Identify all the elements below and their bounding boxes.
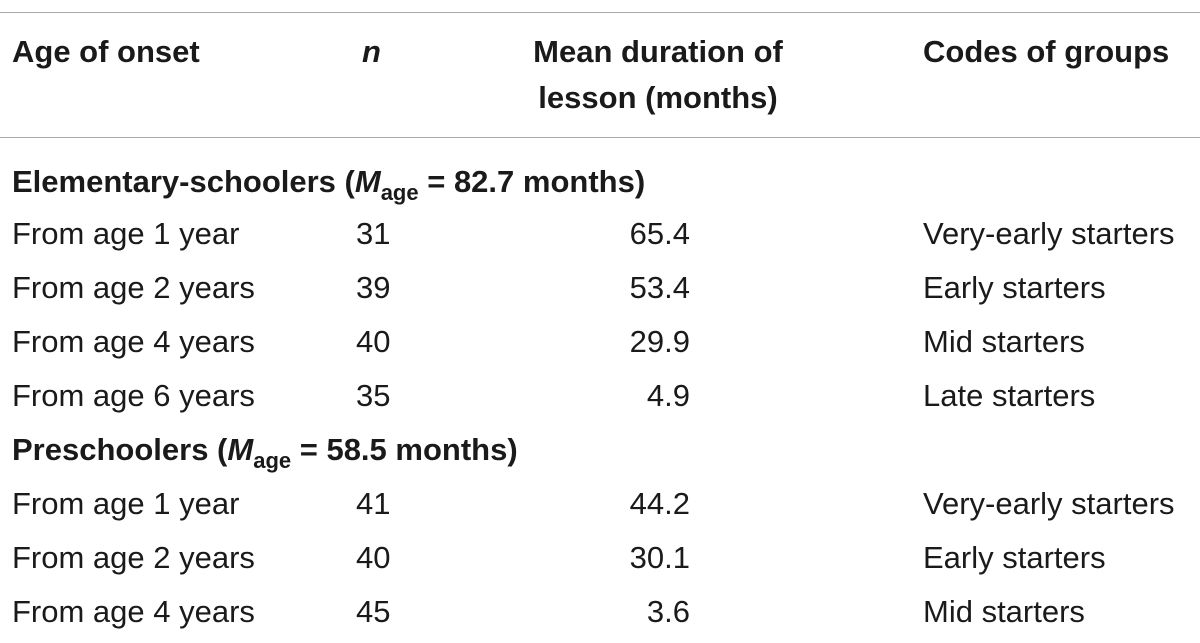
section-title-suffix: = 58.5 months) [291, 432, 518, 467]
header-age-of-onset: Age of onset [12, 34, 200, 69]
section-title-sub: age [253, 448, 292, 473]
cell-code: Early starters [923, 540, 1106, 575]
cell-code: Very-early starters [923, 486, 1175, 521]
section-title-elementary: Elementary-schoolers (Mage = 82.7 months… [12, 162, 646, 205]
cell-code: Late starters [923, 378, 1096, 413]
cell-n: 39 [356, 270, 391, 305]
cell-n: 31 [356, 216, 391, 251]
cell-age: From age 1 year [12, 216, 240, 251]
cell-age: From age 2 years [12, 540, 255, 575]
header-mean-duration-line2: lesson (months) [538, 80, 778, 115]
cell-duration: 53.4 [629, 270, 690, 305]
cell-code: Very-early starters [923, 216, 1175, 251]
cell-n: 41 [356, 486, 391, 521]
section-title-prefix: Preschoolers ( [12, 432, 228, 467]
cell-age: From age 4 years [12, 324, 255, 359]
section-title-m: M [354, 164, 381, 199]
cell-code: Mid starters [923, 594, 1085, 629]
header-n: n [362, 34, 381, 69]
cell-n: 40 [356, 324, 391, 359]
cell-code: Mid starters [923, 324, 1085, 359]
cell-age: From age 6 years [12, 378, 255, 413]
cell-n: 35 [356, 378, 391, 413]
cell-age: From age 2 years [12, 270, 255, 305]
section-title-preschoolers: Preschoolers (Mage = 58.5 months) [12, 430, 518, 473]
cell-duration: 3.6 [646, 594, 690, 629]
cell-age: From age 4 years [12, 594, 255, 629]
cell-duration: 44.2 [629, 486, 690, 521]
header-mean-duration-line1: Mean duration of [533, 34, 783, 69]
section-title-sub: age [380, 180, 419, 205]
header-codes-of-groups: Codes of groups [923, 34, 1170, 69]
section-title-prefix: Elementary-schoolers ( [12, 164, 355, 199]
top-rule [0, 12, 1200, 13]
cell-duration: 29.9 [629, 324, 690, 359]
cell-duration: 4.9 [646, 378, 690, 413]
cell-n: 40 [356, 540, 391, 575]
cell-duration: 30.1 [629, 540, 690, 575]
cell-code: Early starters [923, 270, 1106, 305]
header-rule [0, 137, 1200, 138]
cell-age: From age 1 year [12, 486, 240, 521]
cell-duration: 65.4 [629, 216, 690, 251]
cell-n: 45 [356, 594, 391, 629]
section-title-suffix: = 82.7 months) [418, 164, 646, 199]
section-title-m: M [227, 432, 254, 467]
